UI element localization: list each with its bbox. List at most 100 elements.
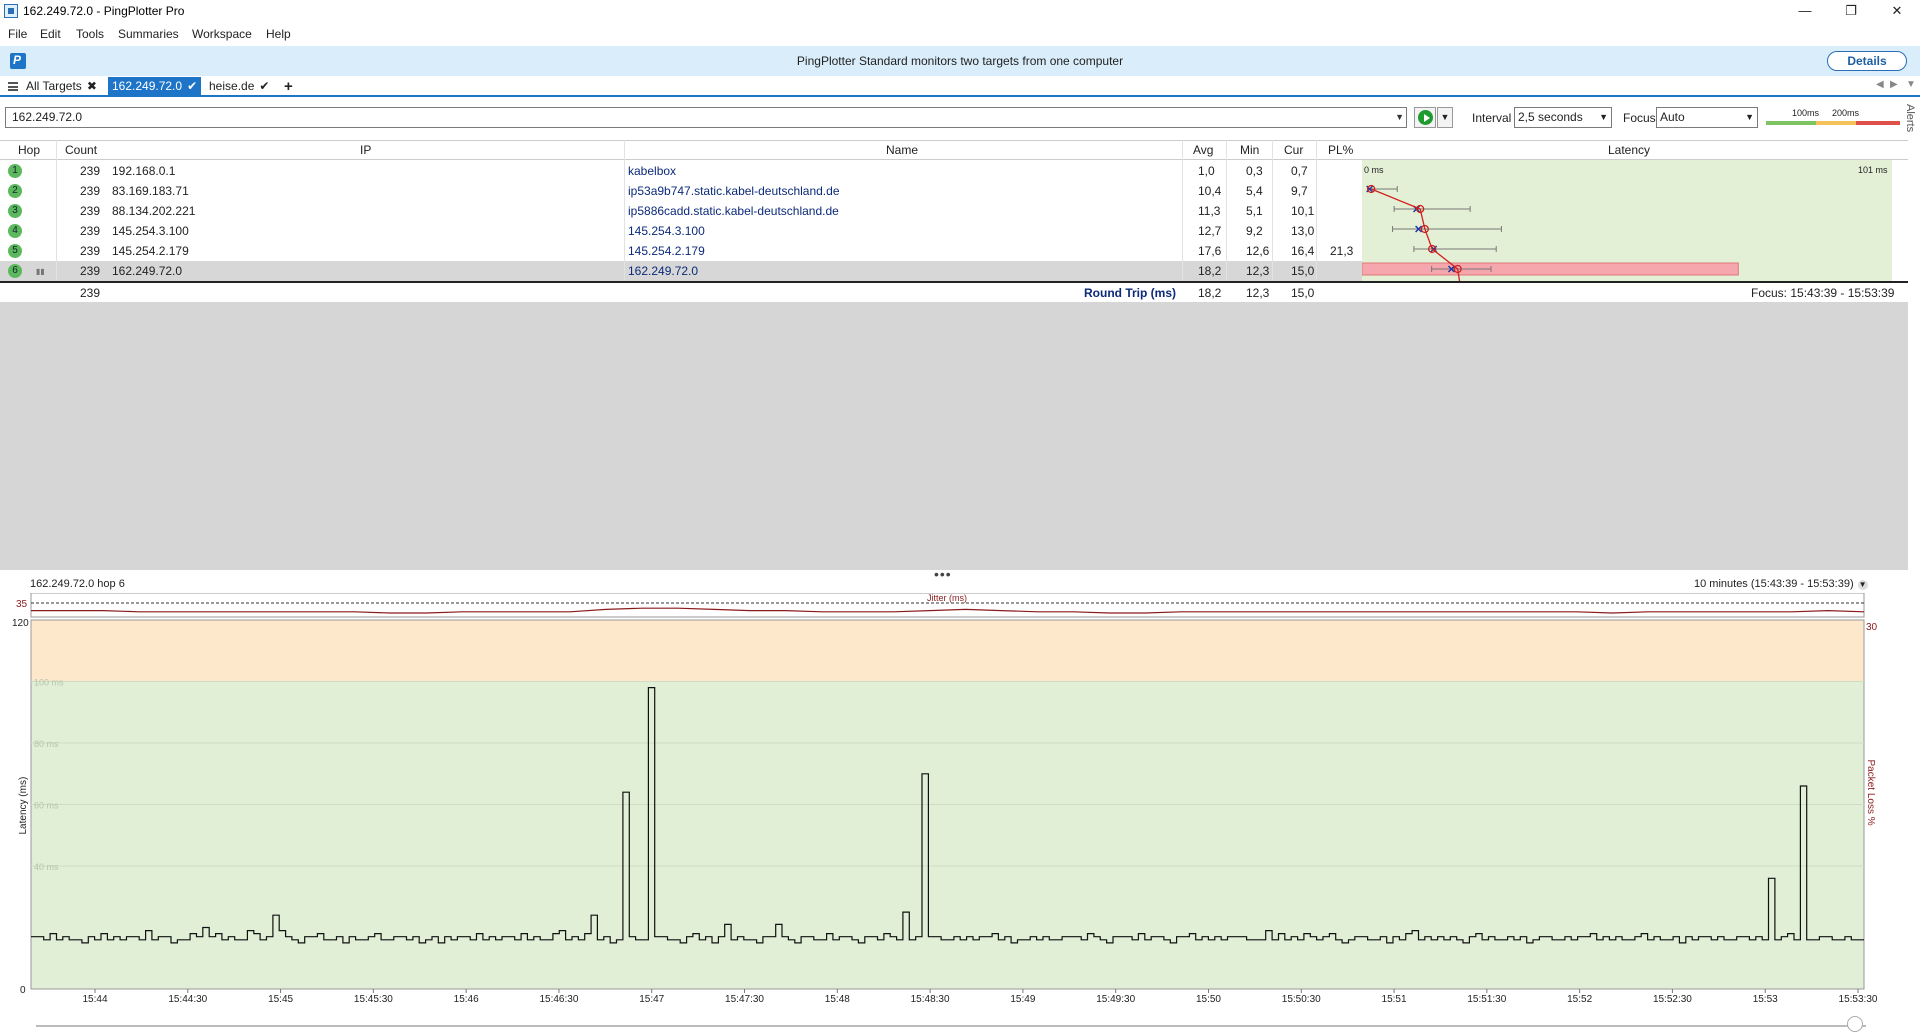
col-divider (1182, 140, 1183, 280)
latency-series-line (31, 687, 1864, 944)
tab-current-target[interactable]: 162.249.72.0 ✔ (108, 77, 202, 96)
col-cur[interactable]: Cur (1284, 143, 1304, 157)
app-icon (4, 4, 18, 18)
interval-select[interactable]: 2,5 seconds ▼ (1514, 107, 1612, 128)
tab-heise-label: heise.de (209, 79, 255, 93)
min-cell: 9,2 (1246, 224, 1263, 238)
close-button[interactable]: ✕ (1891, 3, 1903, 18)
pl-cell: 21,3 (1330, 244, 1354, 258)
focus-select[interactable]: Auto ▼ (1656, 107, 1758, 128)
check-icon: ✔ (259, 79, 270, 93)
col-ip[interactable]: IP (360, 143, 372, 157)
count-cell: 239 (80, 244, 101, 258)
cur-cell: 0,7 (1291, 164, 1308, 178)
close-icon[interactable]: ✖ (86, 79, 97, 93)
latency-chart[interactable]: 0 ms 101 ms (1362, 160, 1892, 281)
empty-table-area (0, 302, 1908, 570)
timeline-scrollbar[interactable] (36, 1025, 1866, 1027)
cur-cell: 16,4 (1291, 244, 1315, 258)
jitter-strip (30, 593, 1865, 618)
graph-title: 162.249.72.0 hop 6 (30, 578, 125, 590)
pane-splitter[interactable]: ••• (0, 566, 1908, 582)
min-cell: 12,3 (1246, 264, 1270, 278)
details-button[interactable]: Details (1827, 51, 1907, 71)
col-latency[interactable]: Latency (1608, 143, 1651, 157)
scroll-left-icon[interactable]: ◀ (1876, 79, 1884, 90)
scale-200ms: 200ms (1832, 108, 1860, 118)
drag-handle-icon[interactable]: ••• (934, 566, 952, 582)
minimize-button[interactable]: — (1798, 3, 1812, 18)
menu-edit[interactable]: Edit (40, 27, 61, 41)
scale-green-segment (1766, 121, 1816, 125)
avg-cell: 11,3 (1198, 204, 1221, 218)
table-row[interactable]: 5 239 145.254.2.179 145.254.2.179 17,6 12,6 16… (0, 241, 1362, 261)
x-tick-label: 15:51:30 (1467, 994, 1506, 1005)
grid-label: 100 ms (34, 678, 64, 688)
hop-badge: 4 (8, 224, 22, 238)
add-tab-button[interactable]: + (284, 78, 293, 95)
rt-label: Round Trip (ms) (1084, 286, 1176, 300)
table-row[interactable]: 4 239 145.254.3.100 145.254.3.100 12,7 9,2 13,… (0, 221, 1362, 241)
banner-message: PingPlotter Standard monitors two target… (796, 54, 1124, 68)
table-row[interactable]: 3 239 88.134.202.221 ip5886cadd.static.kabe… (0, 201, 1362, 221)
table-row[interactable]: 6 239 162.249.72.0 162.249.72.0 18,2 12,3 15,0… (0, 261, 1362, 281)
x-tick-label: 15:46:30 (539, 994, 578, 1005)
window-title: 162.249.72.0 - PingPlotter Pro (23, 4, 185, 18)
restore-button[interactable]: ❐ (1845, 3, 1857, 18)
table-row[interactable]: 1 239 192.168.0.1 kabelbox 1,0 0,3 0,7 (0, 161, 1362, 181)
col-min[interactable]: Min (1240, 143, 1260, 157)
col-count[interactable]: Count (65, 143, 98, 157)
col-avg[interactable]: Avg (1193, 143, 1214, 157)
menu-tools[interactable]: Tools (76, 27, 105, 41)
tab-list-icon[interactable]: ▼ (1906, 79, 1916, 90)
menu-hamburger-icon[interactable] (8, 82, 18, 91)
y-max-label: 120 (12, 618, 29, 629)
timeline-graph[interactable]: Jitter (ms) 35 100 ms 80 ms 60 ms 40 ms 120 0 30… (0, 593, 1908, 1025)
scroll-right-icon[interactable]: ▶ (1890, 79, 1898, 90)
menu-summaries[interactable]: Summaries (118, 27, 179, 41)
ip-cell: 192.168.0.1 (112, 164, 176, 178)
x-tick-label: 15:53 (1753, 994, 1778, 1005)
graph-range-selector[interactable]: 10 minutes (15:43:39 - 15:53:39) ▼ (1694, 578, 1868, 590)
latency-axis-max: 101 ms (1858, 165, 1888, 175)
threshold-band-0 (31, 681, 1864, 989)
menu-help[interactable]: Help (266, 27, 291, 41)
chevron-down-icon[interactable]: ▼ (1395, 112, 1404, 122)
scale-red-segment (1856, 121, 1900, 125)
count-cell: 239 (80, 164, 101, 178)
x-tick-label: 15:45:30 (354, 994, 393, 1005)
trace-options-dropdown[interactable]: ▼ (1437, 107, 1453, 128)
tab-current-target-label: 162.249.72.0 (112, 79, 183, 93)
pingplotter-logo-icon (10, 53, 26, 69)
menu-file[interactable]: File (8, 27, 28, 41)
timeline-scroll-thumb[interactable] (1847, 1016, 1863, 1032)
alerts-side-tab[interactable]: Alerts (1904, 104, 1916, 133)
jitter-max-label: 35 (16, 599, 28, 610)
grid-label: 60 ms (34, 801, 59, 811)
avg-cell: 1,0 (1198, 164, 1215, 178)
x-tick-label: 15:44:30 (168, 994, 207, 1005)
menu-bar: File Edit Tools Summaries Workspace Help (0, 24, 1920, 45)
table-row[interactable]: 2 239 83.169.183.71 ip53a9b747.static.kabel… (0, 181, 1362, 201)
x-tick-label: 15:45 (268, 994, 293, 1005)
menu-workspace[interactable]: Workspace (192, 27, 252, 41)
col-hop[interactable]: Hop (18, 143, 41, 157)
hop-badge: 5 (8, 244, 22, 258)
avg-cell: 10,4 (1198, 184, 1222, 198)
tab-all-targets[interactable]: All Targets ✖ (22, 77, 101, 96)
avg-cell: 18,2 (1198, 264, 1222, 278)
col-pl[interactable]: PL% (1328, 143, 1354, 157)
threshold-band-1 (31, 620, 1864, 682)
ip-cell: 88.134.202.221 (112, 204, 196, 218)
x-tick-label: 15:50:30 (1282, 994, 1321, 1005)
target-input[interactable]: 162.249.72.0 ▼ (5, 107, 1407, 128)
graph-icon[interactable]: ▮▮ (36, 267, 45, 276)
col-name[interactable]: Name (886, 143, 919, 157)
avg-cell: 17,6 (1198, 244, 1222, 258)
tab-heise[interactable]: heise.de ✔ (205, 77, 273, 96)
min-cell: 0,3 (1246, 164, 1263, 178)
start-trace-button[interactable] (1414, 107, 1436, 128)
target-tab-bar: All Targets ✖ 162.249.72.0 ✔ heise.de ✔ + ◀… (0, 77, 1920, 97)
chevron-down-icon[interactable]: ▼ (1857, 580, 1868, 590)
latency-scale-legend[interactable]: 100ms 200ms (1766, 108, 1900, 128)
